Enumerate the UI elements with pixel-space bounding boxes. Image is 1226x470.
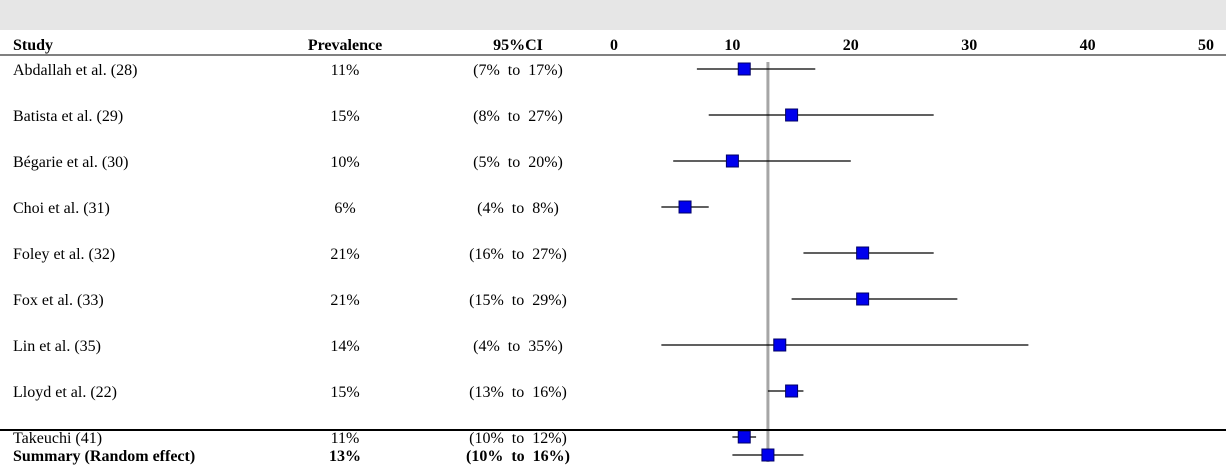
study-prevalence-label: 21%: [330, 292, 359, 309]
study-ci-label: (10% to 12%): [469, 430, 567, 447]
study-study-label: Choi et al. (31): [13, 200, 110, 217]
study-estimate-marker: [725, 154, 739, 168]
study-study-label: Takeuchi (41): [13, 430, 102, 447]
header-ci: 95%CI: [493, 37, 543, 54]
table-row: Bégarie et al. (30) 10% (5% to 20%): [13, 154, 851, 171]
table-row: Fox et al. (33) 21% (15% to 29%): [13, 292, 958, 309]
table-row: Abdallah et al. (28) 11% (7% to 17%): [13, 62, 816, 79]
study-study-label: Abdallah et al. (28): [13, 62, 137, 79]
study-study-label: Lloyd et al. (22): [13, 384, 117, 401]
table-row: Lin et al. (35) 14% (4% to 35%): [13, 338, 1029, 355]
summary-ci-label: (10% to 16%): [466, 448, 570, 465]
x-tick-label: 20: [843, 37, 859, 54]
study-estimate-marker: [678, 200, 692, 214]
x-tick-label: 50: [1198, 37, 1214, 54]
study-ci-label: (15% to 29%): [469, 292, 567, 309]
header-study: Study: [13, 37, 53, 54]
study-prevalence-label: 11%: [331, 430, 360, 447]
study-study-label: Fox et al. (33): [13, 292, 104, 309]
x-axis-ticks: 0 10 20 30 40 50: [610, 37, 1214, 54]
study-study-label: Batista et al. (29): [13, 108, 123, 125]
table-row: Batista et al. (29) 15% (8% to 27%): [13, 108, 934, 125]
study-prevalence-label: 11%: [331, 62, 360, 79]
study-estimate-marker: [856, 292, 870, 306]
x-tick-label: 0: [610, 37, 618, 54]
summary-estimate-marker: [761, 448, 775, 462]
x-tick-label: 10: [724, 37, 740, 54]
study-estimate-marker: [785, 384, 799, 398]
table-row: Foley et al. (32) 21% (16% to 27%): [13, 246, 934, 263]
study-estimate-marker: [773, 338, 787, 352]
study-ci-label: (13% to 16%): [469, 384, 567, 401]
study-estimate-marker: [737, 430, 751, 444]
study-prevalence-label: 15%: [330, 108, 359, 125]
study-study-label: Foley et al. (32): [13, 246, 115, 263]
study-ci-label: (16% to 27%): [469, 246, 567, 263]
study-prevalence-label: 15%: [330, 384, 359, 401]
summary-study-label: Summary (Random effect): [13, 448, 195, 465]
study-study-label: Lin et al. (35): [13, 338, 101, 355]
study-estimate-marker: [737, 62, 751, 76]
study-ci-label: (8% to 27%): [473, 108, 563, 125]
study-prevalence-label: 10%: [330, 154, 359, 171]
study-estimate-marker: [785, 108, 799, 122]
summary-row: Summary (Random effect) 13% (10% to 16%): [13, 448, 804, 465]
study-rows: Abdallah et al. (28) 11% (7% to 17%) Batist…: [13, 62, 1029, 447]
study-prevalence-label: 21%: [330, 246, 359, 263]
summary-prevalence-label: 13%: [329, 448, 361, 465]
x-tick-label: 30: [961, 37, 977, 54]
study-study-label: Bégarie et al. (30): [13, 154, 129, 171]
study-prevalence-label: 6%: [334, 200, 355, 217]
study-prevalence-label: 14%: [330, 338, 359, 355]
study-ci-label: (7% to 17%): [473, 62, 563, 79]
x-tick-label: 40: [1080, 37, 1096, 54]
table-row: Lloyd et al. (22) 15% (13% to 16%): [13, 384, 804, 401]
study-estimate-marker: [856, 246, 870, 260]
table-row: Takeuchi (41) 11% (10% to 12%): [13, 430, 757, 447]
study-ci-label: (5% to 20%): [473, 154, 563, 171]
header-prevalence: Prevalence: [308, 37, 382, 54]
table-row: Choi et al. (31) 6% (4% to 8%): [13, 200, 709, 217]
study-ci-label: (4% to 8%): [477, 200, 559, 217]
top-band: [0, 0, 1226, 30]
study-ci-label: (4% to 35%): [473, 338, 563, 355]
